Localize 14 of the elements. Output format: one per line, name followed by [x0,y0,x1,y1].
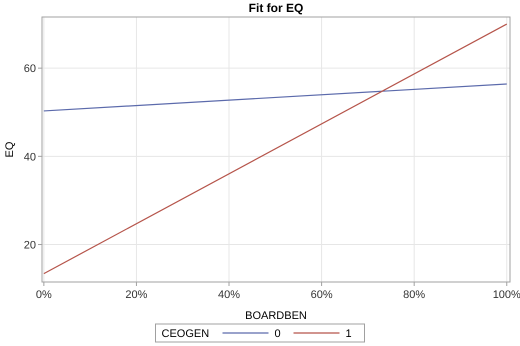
x-tick-label: 40% [218,289,240,301]
x-tick-label: 20% [125,289,148,301]
legend-title: CEOGEN [162,328,210,340]
y-axis-title: EQ [4,141,16,158]
x-tick-label: 60% [310,289,333,301]
chart-title: Fit for EQ [248,1,304,15]
x-tick-label: 80% [403,289,426,301]
y-tick-label: 60 [24,63,36,76]
legend-label: 1 [346,328,352,340]
legend-label: 0 [274,328,281,340]
x-axis-title: BOARDBEN [245,310,307,322]
y-tick-label: 20 [24,240,36,252]
x-tick-label: 0% [36,289,52,301]
y-tick-label: 40 [24,151,36,164]
